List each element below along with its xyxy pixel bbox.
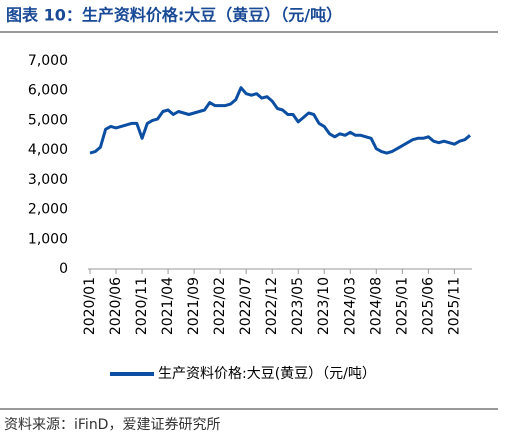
x-tick-label: 2021/09: [186, 277, 202, 335]
y-tick-label: 0: [59, 261, 68, 277]
x-tick-label: 2020/01: [82, 277, 98, 335]
x-tick-label: 2024/03: [342, 277, 358, 335]
x-tick-label: 2022/12: [264, 277, 280, 335]
x-tick-label: 2025/11: [446, 277, 462, 335]
chart-title: 图表 10：生产资料价格:大豆（黄豆）（元/吨）: [6, 6, 342, 25]
source: 资料来源：iFinD，爱建证券研究所: [4, 417, 220, 433]
x-tick-label: 2022/07: [238, 277, 254, 335]
y-tick-label: 2,000: [28, 202, 68, 218]
series-line: [89, 86, 471, 155]
y-tick-label: 6,000: [28, 83, 68, 99]
x-tick-label: 2024/08: [368, 277, 384, 335]
x-tick-label: 2020/11: [134, 277, 150, 335]
y-tick-label: 5,000: [28, 112, 68, 128]
y-tick-label: 3,000: [28, 172, 68, 188]
x-tick-label: 2025/06: [420, 277, 436, 335]
x-tick-label: 2020/06: [108, 277, 124, 335]
x-tick-label: 2021/04: [160, 277, 176, 335]
y-tick-label: 7,000: [28, 53, 68, 69]
y-tick-label: 1,000: [28, 231, 68, 247]
legend-label: 生产资料价格:大豆(黄豆）（元/吨）: [158, 365, 376, 382]
x-tick-label: 2022/02: [212, 277, 228, 335]
x-tick-label: 2025/01: [394, 277, 410, 335]
x-tick-label: 2023/10: [316, 277, 332, 335]
y-tick-label: 4,000: [28, 142, 68, 158]
x-tick-label: 2023/05: [290, 277, 306, 335]
